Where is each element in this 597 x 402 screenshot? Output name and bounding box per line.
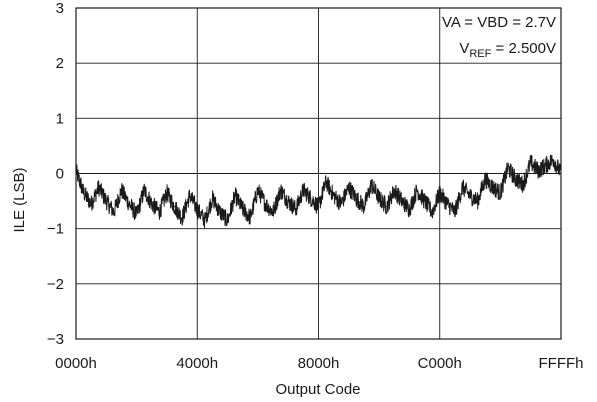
annotation-va-vbd: VA = VBD = 2.7V — [442, 14, 556, 31]
annotation-vref: VREF = 2.500V — [459, 40, 556, 60]
data-point — [151, 203, 153, 205]
data-point — [477, 200, 479, 202]
data-point — [545, 164, 547, 166]
x-tick-label: 4000h — [176, 355, 218, 372]
data-point — [355, 197, 357, 199]
data-point — [257, 189, 259, 191]
grid-lines — [76, 8, 561, 339]
x-tick-label: FFFFh — [539, 355, 584, 372]
series-line — [75, 154, 562, 229]
data-point — [90, 203, 92, 205]
data-point — [431, 211, 433, 213]
data-point — [484, 178, 486, 180]
data-point — [196, 208, 198, 210]
data-point — [219, 211, 221, 213]
y-tick-labels: −3 −2 −1 0 1 2 3 — [47, 0, 64, 348]
data-point — [552, 159, 555, 161]
data-point — [522, 183, 524, 186]
plot-series — [75, 154, 562, 229]
data-point — [461, 186, 464, 188]
y-tick-label: 2 — [56, 55, 64, 72]
data-point — [423, 200, 426, 202]
y-tick-label: −2 — [47, 276, 64, 293]
plot-frame — [75, 7, 562, 340]
data-point — [211, 197, 214, 199]
data-point — [492, 186, 494, 188]
data-point — [317, 206, 320, 208]
data-point — [363, 206, 365, 208]
data-point — [325, 181, 327, 183]
data-point — [310, 197, 312, 199]
data-point — [348, 186, 350, 188]
data-point — [530, 161, 532, 164]
data-point — [469, 194, 471, 197]
data-point — [537, 170, 539, 172]
y-tick-label: −1 — [47, 221, 64, 238]
data-point — [264, 203, 267, 205]
data-point — [514, 178, 517, 180]
data-point — [226, 219, 229, 221]
data-point — [143, 189, 145, 191]
y-tick-label: 0 — [56, 166, 64, 183]
data-point — [181, 217, 183, 219]
data-point — [136, 214, 138, 216]
data-point — [499, 192, 501, 194]
y-axis-label: ILE (LSB) — [11, 167, 28, 232]
y-tick-label: −3 — [47, 331, 64, 348]
data-point — [120, 189, 123, 191]
data-point — [333, 194, 335, 197]
y-tick-label: 3 — [56, 0, 64, 17]
data-point — [287, 200, 289, 202]
data-point — [280, 189, 282, 191]
data-point — [507, 167, 509, 169]
x-tick-label: 8000h — [298, 355, 340, 372]
vref-value: = 2.500V — [491, 40, 556, 57]
data-point — [454, 211, 456, 213]
data-point — [272, 211, 274, 213]
data-point — [189, 194, 191, 197]
data-point — [105, 200, 107, 202]
data-point — [378, 197, 380, 199]
data-point — [166, 192, 168, 194]
x-axis-label: Output Code — [275, 381, 360, 398]
data-point — [302, 189, 304, 191]
data-point — [204, 219, 206, 221]
data-point — [128, 203, 130, 205]
data-point — [158, 211, 160, 213]
data-point — [446, 203, 448, 205]
x-tick-label: 0000h — [55, 355, 97, 372]
data-point — [249, 217, 251, 219]
data-point — [173, 206, 176, 208]
data-point — [439, 192, 441, 194]
data-point — [386, 206, 388, 208]
data-point — [416, 189, 418, 191]
data-point — [242, 208, 244, 210]
data-point — [295, 208, 297, 210]
data-point — [340, 203, 342, 205]
data-point — [98, 186, 100, 188]
data-point — [408, 208, 411, 210]
y-tick-label: 1 — [56, 110, 64, 127]
vref-subscript: REF — [469, 48, 491, 60]
data-point — [82, 192, 85, 194]
data-point — [234, 194, 236, 197]
data-point — [393, 189, 395, 191]
vref-main: V — [459, 40, 469, 57]
x-tick-label: C000h — [418, 355, 462, 372]
data-point — [113, 211, 115, 213]
data-point — [370, 183, 373, 186]
x-tick-labels: 0000h 4000h 8000h C000h FFFFh — [55, 355, 583, 372]
data-point — [401, 200, 403, 202]
